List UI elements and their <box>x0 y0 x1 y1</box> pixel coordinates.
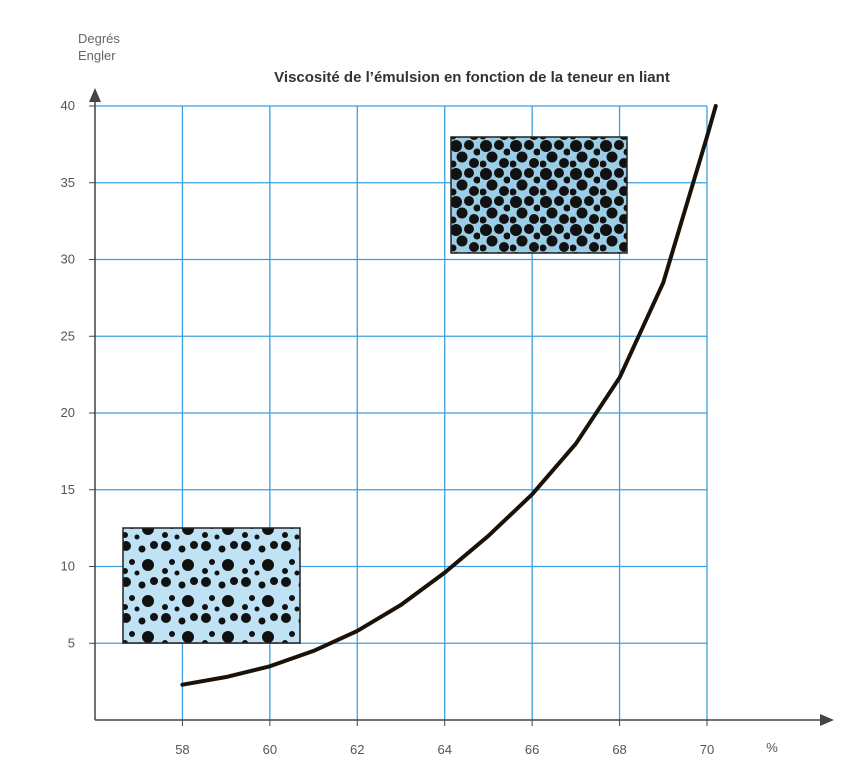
x-tick-label: 66 <box>525 742 539 757</box>
x-axis-label: % <box>766 740 778 755</box>
y-arrow <box>89 88 101 102</box>
y-tick-label: 25 <box>61 328 75 343</box>
y-tick-label: 40 <box>61 98 75 113</box>
x-arrow <box>820 714 834 726</box>
chart-title: Viscosité de l’émulsion en fonction de l… <box>274 69 670 86</box>
x-tick-label: 60 <box>263 742 277 757</box>
emulsion-inset-high <box>451 137 627 253</box>
y-tick-label: 5 <box>68 635 75 650</box>
y-tick-label: 35 <box>61 175 75 190</box>
y-axis-label: Degrés Engler <box>78 30 128 64</box>
emulsion-inset-low <box>123 528 300 643</box>
chart: Viscosité de l’émulsion en fonction de l… <box>0 0 849 774</box>
x-tick-label: 64 <box>437 742 451 757</box>
page: Viscosité de l’émulsion en fonction de l… <box>0 0 849 774</box>
y-tick-label: 10 <box>61 559 75 574</box>
x-tick-label: 68 <box>612 742 626 757</box>
y-tick-label: 30 <box>61 252 75 267</box>
x-tick-label: 70 <box>700 742 714 757</box>
x-tick-label: 62 <box>350 742 364 757</box>
y-tick-label: 20 <box>61 405 75 420</box>
y-tick-label: 15 <box>61 482 75 497</box>
x-tick-label: 58 <box>175 742 189 757</box>
